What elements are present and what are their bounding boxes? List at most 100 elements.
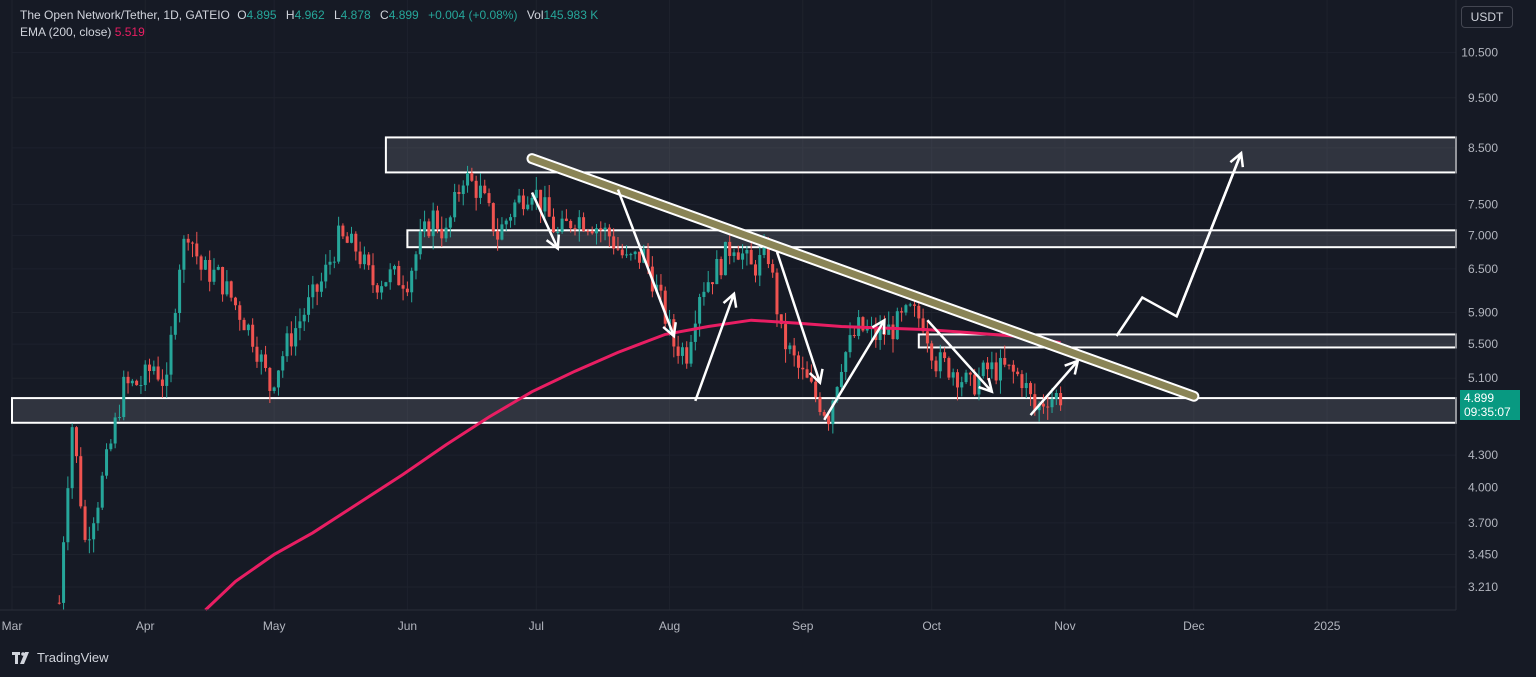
candle-body: [968, 372, 972, 375]
price-tick-label: 3.700: [1468, 516, 1498, 530]
candle-body: [397, 266, 401, 286]
candle-body: [427, 221, 431, 237]
candle-body: [586, 230, 590, 232]
candle-body: [998, 357, 1002, 381]
price-zone: [406, 229, 1457, 249]
candle-body: [457, 192, 461, 195]
price-tick-label: 6.500: [1468, 262, 1498, 276]
candle-body: [1050, 398, 1054, 408]
candle-body: [238, 305, 242, 320]
time-tick-label: Jul: [529, 619, 544, 633]
candle-body: [294, 328, 298, 347]
candle-body: [1059, 393, 1063, 406]
candle-body: [620, 249, 624, 256]
candle-body: [109, 443, 113, 450]
candle-body: [242, 319, 246, 331]
candle-body: [930, 343, 934, 361]
candle-body: [526, 204, 530, 210]
candle-body: [698, 297, 702, 324]
candle-body: [693, 323, 697, 342]
candle-body: [599, 228, 603, 231]
candle-body: [534, 189, 538, 198]
price-tick-label: 10.500: [1461, 46, 1498, 60]
candle-body: [384, 282, 388, 287]
price-tick-label: 7.000: [1468, 228, 1498, 242]
tradingview-brand: TradingView: [37, 650, 109, 665]
candle-body: [195, 243, 199, 257]
time-tick-label: May: [263, 619, 286, 633]
candle-body: [285, 333, 289, 357]
candle-body: [612, 236, 616, 249]
candle-body: [130, 380, 134, 384]
price-tick-label: 5.100: [1468, 371, 1498, 385]
candlestick-series: [57, 165, 1063, 610]
candle-body: [1024, 383, 1028, 389]
candle-body: [758, 255, 762, 276]
candle-body: [169, 334, 173, 375]
annotation-arrow-head: [722, 291, 738, 308]
candle-body: [182, 238, 186, 270]
candle-body: [1016, 371, 1020, 375]
annotation-arrow-head: [545, 234, 561, 251]
price-tick-label: 4.000: [1468, 481, 1498, 495]
currency-button[interactable]: USDT: [1461, 6, 1513, 28]
candle-body: [504, 220, 508, 225]
last-price-value: 4.899: [1464, 391, 1495, 405]
candle-body: [341, 225, 345, 237]
candle-body: [268, 367, 272, 391]
bar-countdown: 09:35:07: [1464, 405, 1511, 419]
candle-body: [637, 251, 641, 263]
tradingview-logo[interactable]: TradingView: [12, 650, 109, 665]
ema-legend: EMA (200, close) 5.519: [20, 25, 145, 40]
low-label: L: [333, 8, 341, 22]
volume-value: 145.983 K: [543, 8, 599, 22]
candle-body: [191, 242, 194, 244]
time-axis[interactable]: Mar Apr May Jun Jul Aug Sep Oct Nov Dec 2025: [0, 609, 1456, 633]
candle-body: [229, 281, 233, 298]
annotation-arrows: [530, 150, 1245, 421]
candle-body: [160, 379, 164, 386]
candle-body: [1033, 394, 1037, 411]
candle-body: [951, 372, 955, 378]
candle-body: [509, 217, 513, 221]
candle-body: [521, 195, 525, 210]
candle-body: [784, 324, 788, 350]
candle-body: [607, 227, 611, 237]
candle-body: [362, 254, 366, 265]
candle-body: [732, 252, 736, 256]
last-price-tag: 4.899 09:35:07: [1460, 390, 1520, 420]
candle-body: [552, 216, 555, 233]
annotation-arrow: [926, 319, 993, 393]
candle-body: [431, 210, 435, 237]
open-value: 4.895: [246, 8, 277, 22]
candle-body: [298, 321, 302, 329]
candle-body: [152, 366, 156, 372]
low-value: 4.878: [340, 8, 371, 22]
time-tick-label: Jun: [398, 619, 417, 633]
candle-body: [371, 265, 375, 286]
candle-body: [676, 346, 680, 356]
candle-body: [556, 231, 560, 233]
descending-trendline: [526, 153, 1200, 402]
candle-body: [315, 284, 319, 292]
candle-body: [814, 381, 818, 398]
close-label: C: [380, 8, 389, 22]
candle-body: [466, 172, 470, 186]
candle-body: [405, 288, 409, 293]
candle-body: [964, 372, 968, 383]
price-axis[interactable]: 10.500 9.500 8.500 7.500 7.000 6.500 5.900 5.50…: [1455, 0, 1498, 610]
candle-body: [878, 327, 882, 340]
price-tick-label: 3.210: [1468, 580, 1498, 594]
candle-body: [113, 417, 117, 444]
candle-body: [375, 285, 379, 293]
candle-body: [57, 602, 61, 604]
candle-body: [848, 335, 852, 353]
candle-body: [917, 305, 921, 319]
candle-body: [491, 203, 495, 232]
candle-body: [117, 417, 121, 419]
candle-body: [844, 352, 848, 372]
candle-body: [625, 254, 629, 256]
candle-body: [126, 376, 130, 384]
candle-body: [573, 228, 577, 230]
